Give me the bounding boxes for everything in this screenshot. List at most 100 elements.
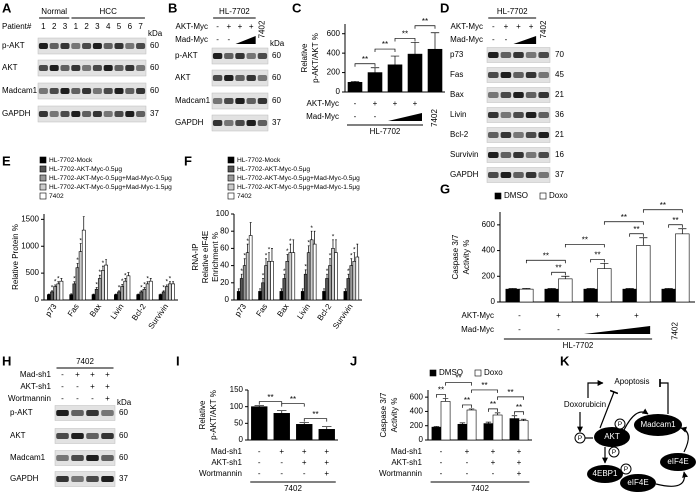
bar: [387, 64, 403, 93]
bar: [78, 251, 83, 301]
cell-line: HL-7702: [497, 7, 528, 16]
bar: [148, 280, 153, 301]
panel-letter: C: [292, 0, 302, 15]
legend-swatch: [39, 156, 47, 164]
y-axis-label: Relative eIF4E: [201, 231, 210, 283]
error-bar: [162, 290, 165, 292]
error-bar: [344, 288, 347, 292]
y-tick-label: 80: [220, 226, 229, 235]
band: [71, 43, 81, 49]
condition-mark: +: [90, 382, 95, 391]
significance: *: [79, 237, 82, 244]
x-tick-label: Survivin: [147, 302, 171, 330]
band: [500, 172, 512, 178]
band: [513, 132, 524, 138]
band: [38, 111, 48, 117]
significance: **: [507, 388, 513, 397]
condition-mark: -: [557, 325, 560, 334]
y-tick-label: 600: [410, 392, 424, 401]
significance: *: [350, 252, 353, 259]
bar: [101, 270, 105, 301]
node: [594, 427, 630, 447]
significance: **: [490, 400, 496, 409]
significance: *: [283, 268, 286, 275]
y-axis-label: Caspase 3/7: [451, 234, 460, 279]
node-label: eIF4E: [627, 478, 648, 487]
significance: *: [124, 272, 127, 279]
bar: [248, 235, 253, 301]
bar: [347, 81, 363, 93]
row-label: Madcam1: [175, 96, 211, 105]
y-tick-label: 600: [482, 220, 496, 229]
y-tick-label: 500: [26, 268, 40, 277]
other-line: 7402: [430, 109, 439, 127]
error-bar: [304, 269, 307, 275]
error-bar: [459, 422, 466, 425]
bar: [352, 260, 357, 301]
significance: **: [422, 17, 428, 26]
bar: [288, 252, 293, 301]
row-label: Fas: [450, 70, 463, 79]
band: [525, 172, 537, 178]
kda-value: 60: [119, 408, 128, 417]
band: [488, 92, 499, 98]
row-label: GAPDH: [2, 109, 31, 118]
error-bar: [259, 288, 261, 292]
error-bar: [600, 263, 609, 269]
error-bar: [114, 293, 117, 295]
legend-label: Doxo: [484, 368, 503, 377]
band: [71, 433, 84, 439]
bar: [407, 53, 423, 93]
condition-label: AKT-sh1: [211, 458, 242, 467]
blot-strip: [37, 59, 147, 77]
y-axis-label: Relative Protein %: [11, 224, 20, 290]
condition-label: AKT-Myc: [307, 99, 339, 108]
error-bar: [95, 287, 98, 290]
condition-mark: -: [440, 458, 443, 467]
significance: *: [329, 252, 332, 259]
significance: *: [286, 248, 289, 255]
legend-label: Doxo: [549, 191, 568, 200]
bar: [50, 291, 54, 301]
significance-bracket: [488, 408, 498, 412]
condition-mark: +: [90, 370, 95, 379]
condition-label: Wortmannin: [8, 394, 51, 403]
error-bar: [92, 293, 95, 295]
condition-mark: -: [440, 447, 443, 456]
panel-letter: D: [440, 0, 449, 15]
error-bar: [286, 254, 289, 262]
condition-mark: +: [75, 370, 80, 379]
significance: **: [672, 216, 678, 225]
dose-ramp: [513, 36, 537, 44]
band: [136, 111, 146, 117]
band: [49, 43, 59, 49]
bar: [466, 409, 477, 441]
band: [101, 433, 114, 439]
condition-mark: +: [517, 469, 522, 478]
kda-value: 16: [555, 150, 564, 159]
band: [235, 75, 245, 81]
error-bar: [57, 281, 60, 284]
condition-mark: -: [216, 22, 219, 31]
bar: [279, 291, 284, 301]
bar: [675, 233, 690, 303]
error-bar: [51, 290, 53, 292]
cell-line: HL-7702: [219, 7, 250, 16]
kda-value: 37: [272, 118, 281, 127]
band: [500, 132, 512, 138]
error-bar: [547, 288, 556, 290]
kda-value: 37: [119, 474, 128, 483]
row-label: GAPDH: [450, 170, 479, 179]
bar: [518, 420, 529, 441]
band: [525, 72, 537, 78]
bar: [56, 283, 61, 301]
error-bar: [121, 284, 124, 287]
kda-label: kDa: [270, 39, 285, 48]
significance: *: [353, 246, 356, 253]
band: [513, 52, 524, 58]
band: [49, 111, 59, 117]
error-bar: [102, 265, 104, 271]
significance-bracket: [258, 401, 283, 405]
edge: [680, 426, 689, 453]
band: [246, 120, 256, 126]
